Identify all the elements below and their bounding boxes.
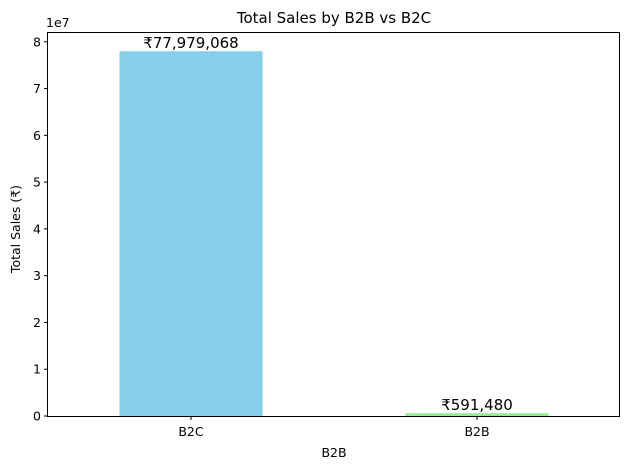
y-tick-label: 5 bbox=[33, 175, 41, 190]
plot-frame bbox=[47, 32, 620, 417]
data-labels-group: ₹77,979,068 ₹591,480 bbox=[143, 34, 513, 414]
y-axis-scale-label: 1e7 bbox=[46, 15, 70, 30]
bar-b2c bbox=[119, 51, 263, 416]
y-tick-label: 7 bbox=[33, 81, 41, 96]
y-axis-ticks: 0 1 2 3 4 5 6 7 8 bbox=[33, 34, 48, 424]
x-axis-label: B2B bbox=[321, 445, 346, 460]
y-axis-label: Total Sales (₹) bbox=[8, 185, 23, 274]
y-tick-label: 8 bbox=[33, 34, 41, 49]
y-tick-label: 2 bbox=[33, 315, 41, 330]
bar-b2b bbox=[405, 413, 549, 416]
y-tick-label: 6 bbox=[33, 128, 41, 143]
x-tick-label-b2c: B2C bbox=[178, 424, 204, 439]
y-tick-label: 1 bbox=[33, 362, 41, 377]
y-tick-label: 0 bbox=[33, 409, 41, 424]
chart-title: Total Sales by B2B vs B2C bbox=[236, 9, 431, 27]
bars-group bbox=[119, 51, 549, 416]
y-tick-label: 3 bbox=[33, 268, 41, 283]
data-label-b2c: ₹77,979,068 bbox=[143, 34, 238, 52]
data-label-b2b: ₹591,480 bbox=[441, 396, 513, 414]
x-axis-ticks: B2C B2B bbox=[178, 416, 490, 439]
y-tick-label: 4 bbox=[33, 221, 41, 236]
x-tick-label-b2b: B2B bbox=[464, 424, 489, 439]
